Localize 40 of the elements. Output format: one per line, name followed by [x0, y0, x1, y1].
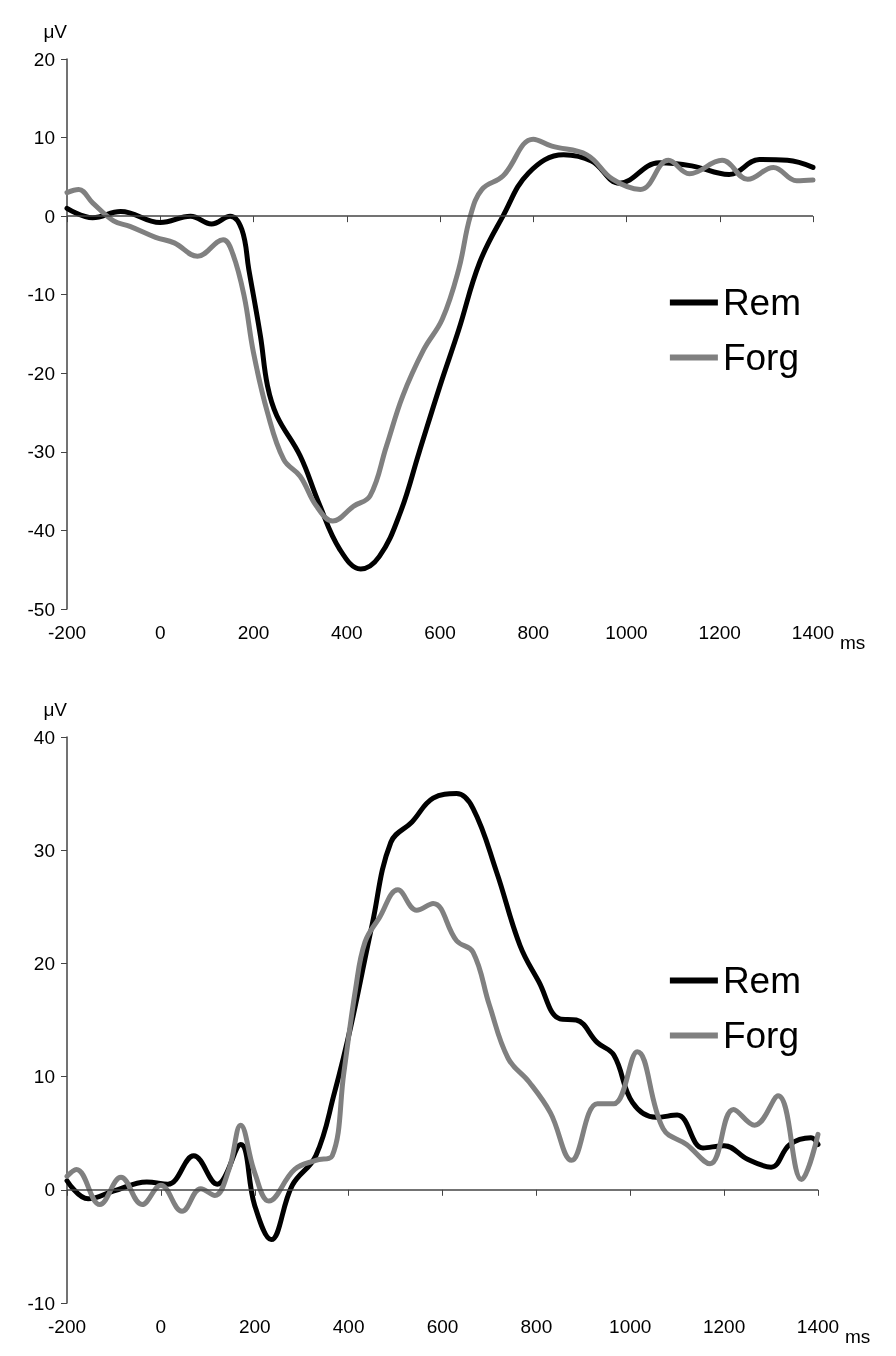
x-tick-label: -200 — [47, 622, 87, 643]
x-tick-label: 200 — [237, 622, 270, 643]
x-tick-label: 600 — [426, 1316, 459, 1337]
x-tick-label: 800 — [520, 1316, 553, 1337]
y-tick-label: -40 — [27, 519, 55, 541]
x-axis-title: ms — [840, 632, 866, 653]
x-tick-label: 1200 — [698, 622, 741, 643]
y-tick-label: 0 — [44, 205, 55, 227]
y-tick-label: 20 — [33, 48, 55, 70]
x-tick-label: -200 — [47, 1316, 87, 1337]
legend-label: Forg — [722, 337, 799, 378]
y-tick-label: 30 — [33, 839, 55, 861]
y-tick-label: 40 — [33, 726, 55, 748]
x-tick-label: 1000 — [605, 622, 648, 643]
y-tick-label: 0 — [44, 1179, 55, 1201]
legend-label: Rem — [722, 960, 802, 1001]
x-tick-label: 200 — [238, 1316, 271, 1337]
x-tick-label: 1200 — [702, 1316, 746, 1337]
x-tick-label: 1000 — [609, 1316, 652, 1337]
y-tick-label: -50 — [27, 598, 55, 620]
y-tick-label: -30 — [27, 441, 55, 463]
y-tick-label: -20 — [27, 362, 55, 384]
y-axis-title: μV — [43, 699, 68, 720]
x-tick-label: 400 — [330, 622, 363, 643]
y-tick-label: 20 — [33, 952, 55, 974]
x-tick-label: 1400 — [791, 622, 835, 643]
x-tick-label: 800 — [517, 622, 550, 643]
x-tick-label: 600 — [424, 622, 456, 643]
legend-label: Rem — [722, 282, 802, 323]
x-axis-title: ms — [845, 1326, 871, 1347]
y-tick-label: 10 — [33, 1066, 55, 1088]
x-tick-label: 0 — [154, 622, 166, 643]
y-tick-label: -10 — [27, 1292, 55, 1314]
y-tick-label: 10 — [33, 127, 55, 149]
x-tick-label: 0 — [155, 1316, 167, 1337]
y-tick-label: -10 — [27, 284, 55, 306]
x-tick-label: 1400 — [796, 1316, 840, 1337]
y-axis-title: μV — [43, 21, 68, 42]
x-tick-label: 400 — [332, 1316, 365, 1337]
legend-label: Forg — [722, 1015, 799, 1056]
